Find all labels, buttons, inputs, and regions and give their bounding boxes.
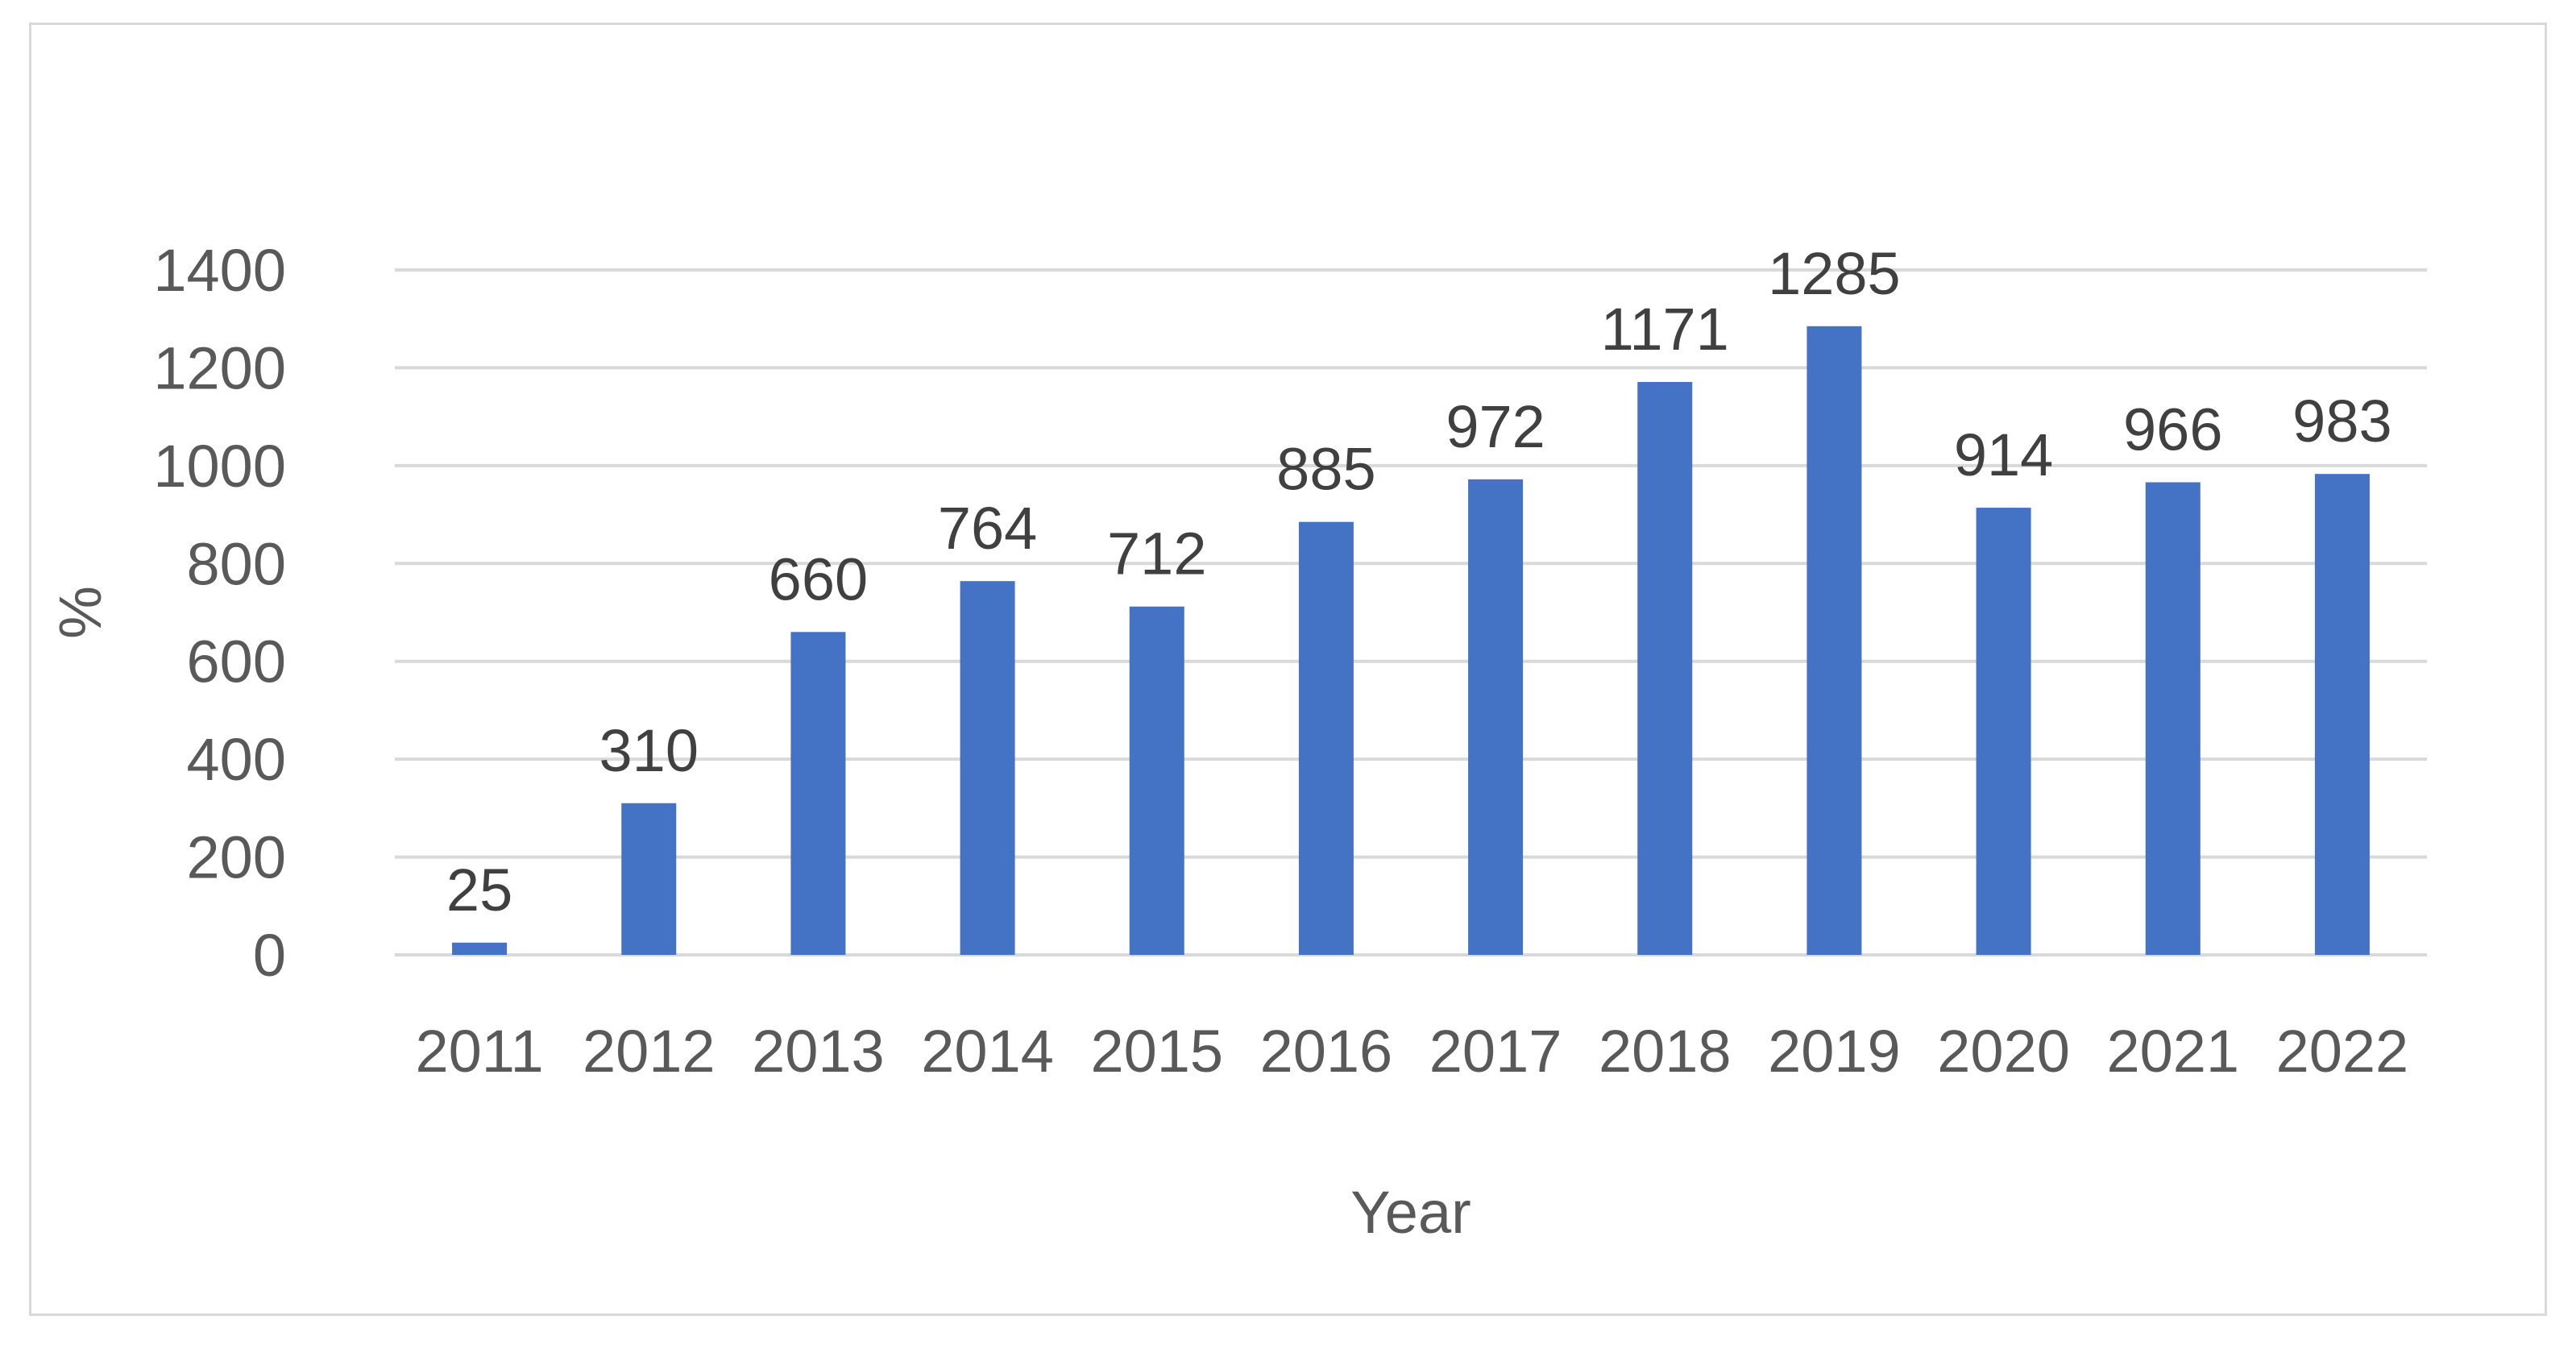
y-tick-label: 1000 bbox=[153, 433, 286, 500]
data-label: 1285 bbox=[1768, 240, 1901, 307]
y-axis-ticks: 0 200 400 600 800 1000 1200 1400 bbox=[153, 237, 286, 989]
bar bbox=[1637, 382, 1693, 955]
data-label: 972 bbox=[1446, 393, 1545, 460]
data-label: 25 bbox=[446, 857, 512, 923]
data-label: 983 bbox=[2292, 388, 2391, 454]
y-tick-label: 1200 bbox=[153, 334, 286, 401]
bar bbox=[790, 632, 846, 955]
y-tick-label: 800 bbox=[187, 530, 286, 597]
x-tick-label: 2019 bbox=[1768, 1018, 1901, 1085]
x-tick-label: 2014 bbox=[921, 1018, 1054, 1085]
bar bbox=[2145, 482, 2201, 955]
gridlines bbox=[395, 268, 2427, 956]
y-tick-label: 400 bbox=[187, 726, 286, 793]
x-tick-label: 2011 bbox=[416, 1018, 544, 1085]
y-tick-label: 0 bbox=[253, 922, 286, 989]
bar bbox=[1976, 508, 2031, 955]
data-labels: 25 310 660 764 712 885 972 1171 1285 914 966 983 bbox=[446, 240, 2392, 923]
x-axis-ticks: 2011 2012 2013 2014 2015 2016 2017 2018 2019 2020… bbox=[416, 1018, 2409, 1085]
y-axis-title: % bbox=[47, 586, 114, 639]
x-tick-label: 2020 bbox=[1937, 1018, 2070, 1085]
x-tick-label: 2017 bbox=[1429, 1018, 1562, 1085]
x-axis-title: Year bbox=[1350, 1179, 1471, 1246]
x-tick-label: 2012 bbox=[583, 1018, 716, 1085]
bar bbox=[2314, 474, 2370, 955]
x-tick-label: 2022 bbox=[2276, 1018, 2409, 1085]
data-label: 310 bbox=[599, 717, 699, 784]
data-label: 885 bbox=[1276, 436, 1375, 503]
x-tick-label: 2015 bbox=[1090, 1018, 1223, 1085]
data-label: 712 bbox=[1107, 521, 1206, 587]
bar bbox=[452, 942, 508, 955]
bar bbox=[960, 581, 1015, 955]
data-label: 914 bbox=[1954, 421, 2053, 488]
chart-frame bbox=[29, 23, 2547, 1316]
x-tick-label: 2018 bbox=[1599, 1018, 1732, 1085]
bar bbox=[1129, 606, 1184, 955]
data-label: 660 bbox=[769, 546, 868, 612]
data-label: 764 bbox=[938, 495, 1037, 562]
bar bbox=[1468, 479, 1524, 955]
bar bbox=[1807, 326, 1862, 956]
x-tick-label: 2021 bbox=[2106, 1018, 2239, 1085]
y-tick-label: 200 bbox=[187, 824, 286, 891]
bar bbox=[621, 803, 677, 955]
x-tick-label: 2016 bbox=[1260, 1018, 1393, 1085]
bars bbox=[452, 326, 2370, 956]
y-tick-label: 600 bbox=[187, 629, 286, 695]
data-label: 966 bbox=[2123, 396, 2222, 463]
x-tick-label: 2013 bbox=[752, 1018, 885, 1085]
bar bbox=[1298, 521, 1354, 955]
data-label: 1171 bbox=[1601, 296, 1729, 363]
y-tick-label: 1400 bbox=[153, 237, 286, 304]
